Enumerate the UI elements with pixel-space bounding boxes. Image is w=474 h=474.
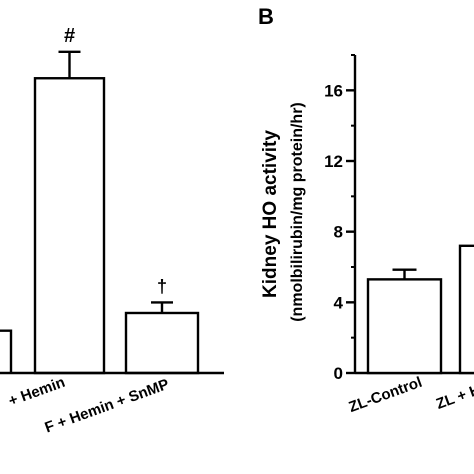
- significance-marker: #: [64, 25, 75, 47]
- y-tick-label: 12: [324, 152, 343, 171]
- bar: [366, 278, 443, 375]
- bar: [124, 311, 200, 375]
- y-tick-label: 8: [334, 223, 343, 242]
- bar: [458, 244, 474, 375]
- y-axis-subtitle: (nmolbilirubin/mg protein/hr): [289, 102, 306, 322]
- tick-label: ZL + Hem: [434, 374, 474, 413]
- tick-label: + Hemin: [6, 374, 67, 410]
- y-tick-label: 16: [324, 81, 343, 100]
- tick-label: ZL-Control: [347, 374, 425, 416]
- y-axis-title: Kidney HO activity: [260, 130, 281, 298]
- partial-bar: [0, 329, 13, 373]
- panel-b-label: B: [258, 4, 274, 29]
- y-tick-label: 0: [334, 364, 343, 383]
- bar: [33, 77, 106, 375]
- y-tick-label: 4: [334, 293, 344, 312]
- panel-b-chart: B 0 4 8 12 16 Kidney HO activity (nmolbilirubi…: [258, 4, 474, 416]
- significance-marker: †: [157, 276, 167, 296]
